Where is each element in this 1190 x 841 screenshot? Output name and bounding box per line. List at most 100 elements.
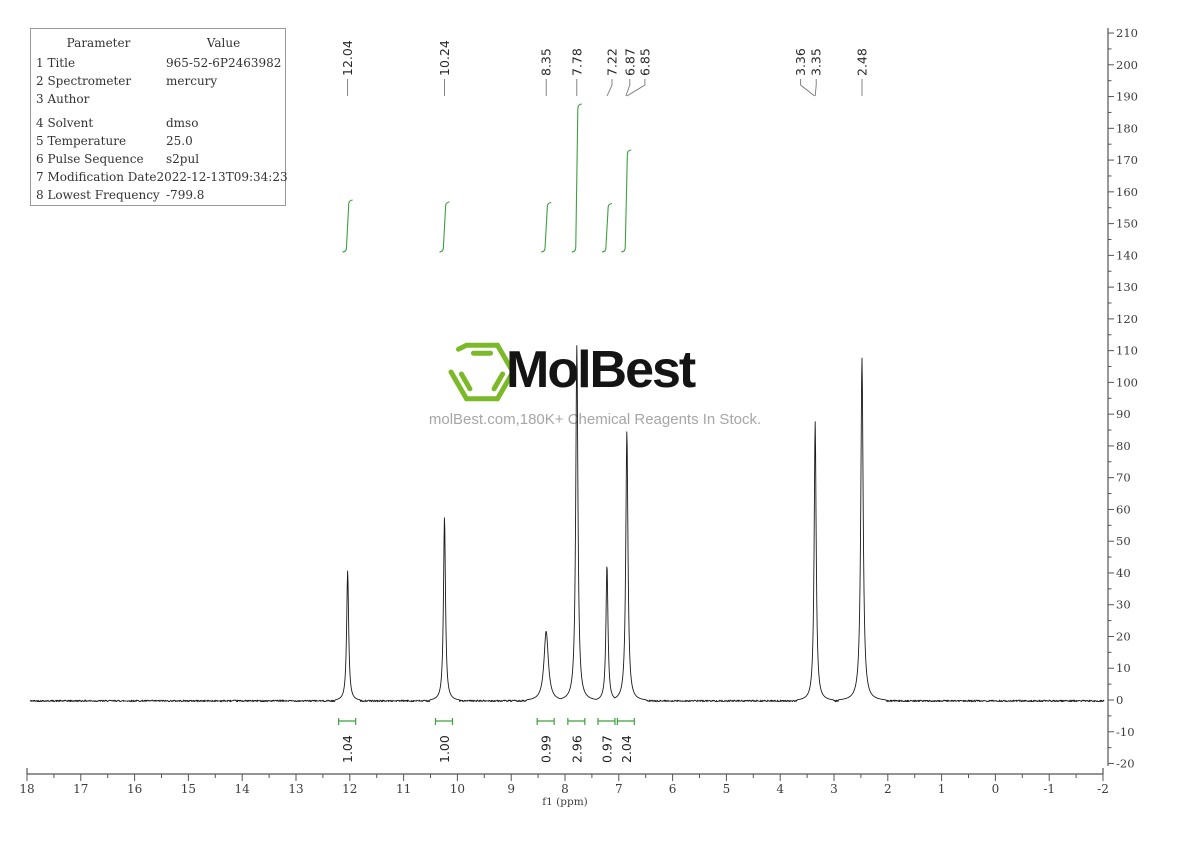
svg-text:50: 50 (1116, 534, 1131, 548)
param-value: -799.8 (166, 188, 205, 203)
svg-text:30: 30 (1116, 598, 1131, 612)
integral-value: 1.00 (437, 735, 452, 763)
svg-text:1: 1 (938, 782, 946, 796)
integral-value: 2.04 (619, 735, 634, 763)
integral-curve (601, 202, 613, 253)
param-name: 4 Solvent (36, 115, 94, 130)
svg-text:18: 18 (19, 782, 34, 796)
brand-tagline: molBest.com,180K+ Chemical Reagents In S… (428, 411, 762, 428)
integral-curve (621, 149, 632, 253)
peak-shift-label: 7.22 (605, 48, 620, 76)
param-value: 25.0 (166, 133, 193, 148)
brand-name: MolBest (506, 341, 696, 399)
svg-text:-20: -20 (1116, 757, 1135, 771)
svg-text:20: 20 (1116, 629, 1131, 643)
table-row: 6 Pulse Sequence s2pul (31, 150, 285, 168)
integral-curves (342, 103, 632, 253)
peak-shift-label: 6.85 (637, 48, 652, 76)
svg-text:16: 16 (127, 782, 142, 796)
peak-shift-label: 3.35 (809, 48, 824, 76)
param-name: 6 Pulse Sequence (36, 152, 144, 167)
integral-curve (439, 201, 450, 253)
svg-text:90: 90 (1116, 407, 1131, 421)
param-name: 1 Title (36, 56, 76, 70)
svg-text:13: 13 (288, 782, 303, 796)
svg-text:-10: -10 (1116, 725, 1135, 739)
parameter-table-header: Parameter Value (31, 29, 285, 54)
integral-value: 0.97 (600, 735, 615, 763)
param-value: dmso (166, 115, 199, 130)
nmr-trace (29, 345, 1105, 703)
svg-text:10: 10 (1116, 661, 1131, 675)
svg-text:130: 130 (1116, 280, 1138, 294)
integral-value: 0.99 (539, 735, 554, 763)
svg-text:190: 190 (1116, 90, 1138, 104)
svg-text:0: 0 (992, 782, 1000, 796)
svg-text:160: 160 (1116, 185, 1138, 199)
param-value: 2022-12-13T09:34:23 (156, 170, 288, 185)
integral-curve (571, 103, 582, 253)
svg-text:17: 17 (73, 782, 88, 796)
svg-text:70: 70 (1116, 471, 1131, 485)
integral-curve (541, 201, 552, 253)
svg-text:120: 120 (1116, 312, 1138, 326)
svg-text:10: 10 (450, 782, 465, 796)
svg-text:7: 7 (615, 782, 623, 796)
param-name: 7 Modification Date (36, 170, 157, 185)
integral-value-labels: 1.04 1.00 0.99 2.96 0.97 2.04 (338, 718, 635, 763)
svg-text:8: 8 (561, 782, 569, 796)
svg-text:100: 100 (1116, 375, 1138, 389)
svg-text:4: 4 (776, 782, 784, 796)
svg-text:170: 170 (1116, 153, 1138, 167)
param-name: 2 Spectrometer (36, 74, 132, 89)
table-row: 4 Solvent dmso (31, 114, 285, 132)
integral-curve (342, 199, 353, 253)
integral-value: 2.96 (569, 735, 584, 763)
svg-text:-1: -1 (1043, 782, 1055, 796)
param-name: 8 Lowest Frequency (36, 188, 160, 203)
peak-shift-label: 7.78 (569, 48, 584, 76)
parameter-table: Parameter Value 1 Title 965-52-6P2463982 2… (30, 28, 288, 206)
parameter-table-rows: 1 Title 965-52-6P2463982 2 Spectrometer mer… (31, 54, 288, 205)
svg-text:200: 200 (1116, 58, 1138, 72)
table-row: 2 Spectrometer mercury (31, 72, 285, 90)
header-parameter: Parameter (66, 36, 131, 50)
svg-text:3: 3 (830, 782, 838, 796)
param-name: 3 Author (36, 92, 90, 107)
param-name: 5 Temperature (36, 133, 127, 148)
svg-text:150: 150 (1116, 217, 1138, 231)
svg-text:12: 12 (342, 782, 357, 796)
table-row: 8 Lowest Frequency -799.8 (31, 186, 285, 204)
svg-text:2: 2 (884, 782, 892, 796)
param-value: 965-52-6P2463982 (166, 56, 282, 70)
svg-text:14: 14 (235, 782, 251, 796)
peak-shift-label: 8.35 (539, 48, 554, 76)
svg-text:40: 40 (1116, 566, 1131, 580)
integral-value: 1.04 (340, 735, 355, 763)
spectrum-trace (29, 345, 1105, 703)
svg-text:0: 0 (1116, 693, 1123, 707)
peak-labels: 12.04 10.24 8.35 7.78 7.22 6.87 6.85 3.36 3.35 2.… (340, 40, 870, 97)
svg-text:-2: -2 (1097, 782, 1109, 796)
peak-shift-label: 10.24 (437, 40, 452, 76)
svg-text:80: 80 (1116, 439, 1131, 453)
table-row: 1 Title 965-52-6P2463982 (31, 54, 285, 72)
svg-text:110: 110 (1116, 344, 1138, 358)
svg-text:9: 9 (507, 782, 515, 796)
table-row: 7 Modification Date 2022-12-13T09:34:23 (31, 168, 288, 186)
table-row: 3 Author (31, 90, 285, 108)
param-value: mercury (166, 74, 218, 89)
peak-shift-label: 12.04 (340, 40, 355, 76)
header-value: Value (206, 36, 241, 50)
peak-shift-label: 3.36 (793, 48, 808, 76)
axes: 18 17 16 15 14 13 12 11 10 9 8 7 6 5 4 3 2 1 0 -1 -2f1 (ppm)… (19, 26, 1138, 808)
svg-text:140: 140 (1116, 248, 1138, 262)
param-value: s2pul (166, 152, 200, 167)
svg-text:210: 210 (1116, 26, 1138, 40)
peak-shift-label: 6.87 (622, 48, 637, 76)
table-row: 5 Temperature 25.0 (31, 132, 285, 150)
svg-text:60: 60 (1116, 502, 1131, 516)
molbest-hexagon-logo-icon (448, 342, 516, 402)
